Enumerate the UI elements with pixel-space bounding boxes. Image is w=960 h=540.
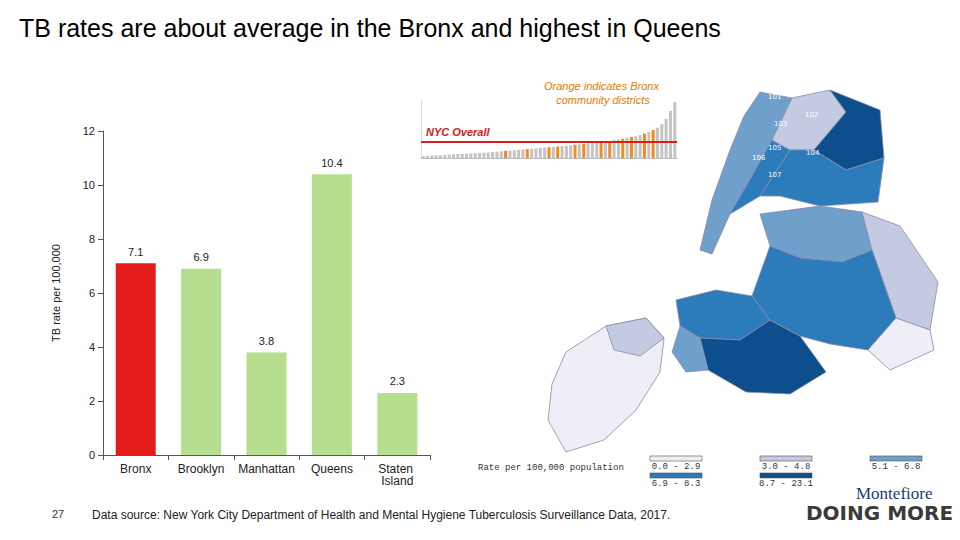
svg-text:Bronx: Bronx bbox=[120, 462, 151, 476]
svg-text:105: 105 bbox=[768, 144, 781, 152]
svg-text:4: 4 bbox=[89, 341, 95, 353]
svg-text:106: 106 bbox=[752, 154, 766, 162]
html-text:27: 27 bbox=[52, 508, 65, 520]
svg-text:3.0 - 4.8: 3.0 - 4.8 bbox=[762, 462, 811, 472]
svg-text:Manhattan: Manhattan bbox=[238, 462, 295, 476]
svg-text:Queens: Queens bbox=[311, 462, 353, 476]
svg-text:12: 12 bbox=[83, 125, 95, 137]
svg-text:6: 6 bbox=[89, 287, 95, 299]
svg-text:Rate per 100,000 population: Rate per 100,000 population bbox=[478, 463, 624, 473]
svg-text:103: 103 bbox=[774, 120, 787, 128]
svg-text:0.0 - 2.9: 0.0 - 2.9 bbox=[652, 462, 701, 472]
svg-text:10: 10 bbox=[83, 179, 95, 191]
svg-text:0: 0 bbox=[89, 449, 95, 461]
svg-text:community districts: community districts bbox=[556, 94, 650, 106]
svg-text:Orange indicates Bronx: Orange indicates Bronx bbox=[544, 80, 662, 92]
html-text:Montefiore: Montefiore bbox=[856, 484, 933, 503]
svg-text:NYC Overall: NYC Overall bbox=[426, 126, 491, 138]
svg-text:Staten: Staten bbox=[378, 462, 417, 476]
svg-text:8.7 - 23.1: 8.7 - 23.1 bbox=[759, 479, 813, 489]
html-text:Data source: New York City Dep: Data source: New York City Department of… bbox=[92, 508, 671, 522]
svg-text:7.1: 7.1 bbox=[128, 246, 143, 258]
svg-text:102: 102 bbox=[805, 111, 818, 119]
svg-text:5.1 - 6.8: 5.1 - 6.8 bbox=[872, 462, 921, 472]
svg-text:10.4: 10.4 bbox=[321, 157, 342, 169]
svg-text:101: 101 bbox=[768, 93, 781, 101]
svg-text:3.8: 3.8 bbox=[259, 335, 274, 347]
svg-text:Brooklyn: Brooklyn bbox=[178, 462, 225, 476]
svg-text:6.9 - 8.3: 6.9 - 8.3 bbox=[652, 479, 701, 489]
svg-text:TB rate per 100,000: TB rate per 100,000 bbox=[50, 244, 62, 342]
svg-text:104: 104 bbox=[806, 149, 820, 157]
svg-text:2: 2 bbox=[89, 395, 95, 407]
svg-text:6.9: 6.9 bbox=[193, 251, 208, 263]
svg-text:Island: Island bbox=[381, 474, 413, 488]
svg-text:107: 107 bbox=[768, 171, 781, 179]
svg-text:2.3: 2.3 bbox=[390, 375, 405, 387]
html-text:DOING MORE: DOING MORE bbox=[806, 501, 954, 525]
svg-text:TB rates are about average in: TB rates are about average in the Bronx … bbox=[19, 14, 721, 42]
svg-text:8: 8 bbox=[89, 233, 95, 245]
